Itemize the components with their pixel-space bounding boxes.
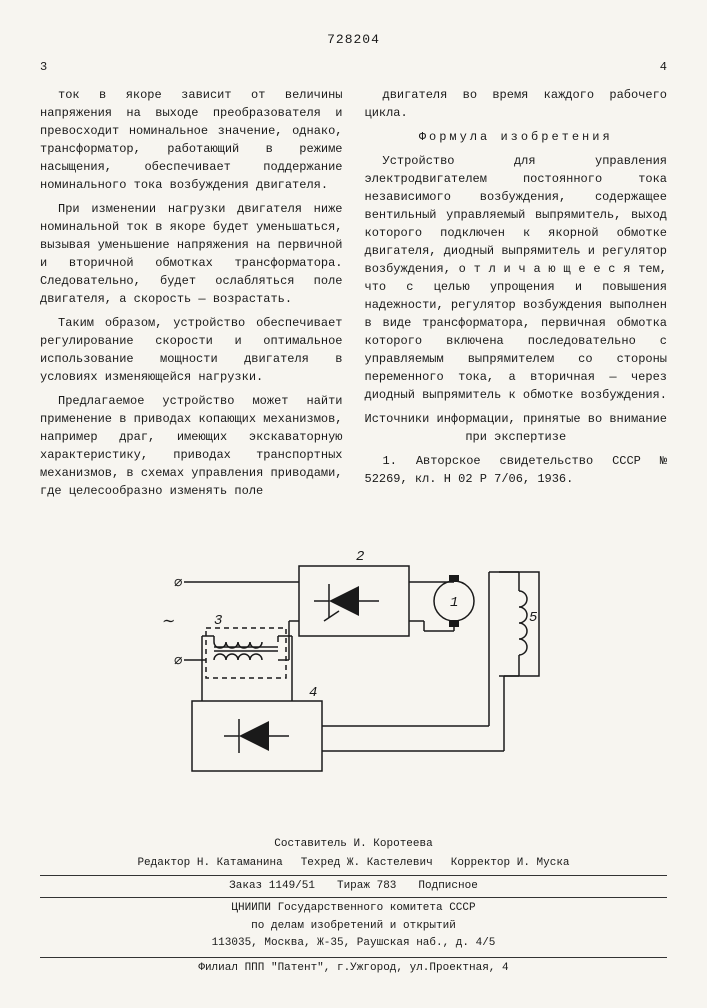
footer-org2: по делам изобретений и открытий — [40, 918, 667, 936]
sources-header: Источники информации, принятые во вниман… — [365, 410, 668, 446]
footer-compiler: Составитель И. Коротеева — [274, 836, 432, 854]
page-left: 3 — [40, 58, 47, 76]
col2-p2: Устройство для управления электродвигате… — [365, 152, 668, 404]
label-5: 5 — [529, 610, 538, 626]
col2-p3: 1. Авторское свидетельство СССР № 52269,… — [365, 452, 668, 488]
footer-techred: Техред Ж. Кастелевич — [301, 855, 433, 873]
footer-subscription: Подписное — [418, 878, 477, 896]
footer-order: Заказ 1149/51 — [229, 878, 315, 896]
label-3: 3 — [214, 613, 222, 629]
footer-corrector: Корректор И. Муска — [451, 855, 570, 873]
terminal-bot: ⌀ — [174, 653, 182, 669]
label-1: 1 — [450, 595, 458, 611]
col1-p4: Предлагаемое устройство может найти прим… — [40, 392, 343, 500]
patent-number: 728204 — [40, 30, 667, 50]
terminal-top: ⌀ — [174, 575, 182, 591]
footer: Составитель И. Коротеева Редактор Н. Кат… — [40, 836, 667, 978]
footer-editor: Редактор Н. Катаманина — [137, 855, 282, 873]
col1-p1: ток в якоре зависит от величины напряжен… — [40, 86, 343, 194]
text-columns: ток в якоре зависит от величины напряжен… — [40, 86, 667, 506]
page-right: 4 — [660, 58, 667, 76]
footer-tirage: Тираж 783 — [337, 878, 396, 896]
col1-p3: Таким образом, устройство обеспечивает р… — [40, 314, 343, 386]
footer-address: 113035, Москва, Ж-35, Раушская наб., д. … — [40, 935, 667, 953]
col2-p1: двигателя во время каждого рабочего цикл… — [365, 86, 668, 122]
column-left: ток в якоре зависит от величины напряжен… — [40, 86, 343, 506]
ac-symbol: ∼ — [162, 613, 175, 631]
label-4: 4 — [309, 685, 317, 701]
page-numbers: 3 4 — [40, 58, 667, 76]
formula-header: Формула изобретения — [365, 128, 668, 146]
column-right: двигателя во время каждого рабочего цикл… — [365, 86, 668, 506]
label-2: 2 — [356, 549, 364, 565]
footer-branch: Филиал ППП "Патент", г.Ужгород, ул.Проек… — [40, 957, 667, 978]
col1-p2: При изменении нагрузки двигателя ниже но… — [40, 200, 343, 308]
circuit-diagram: ⌀ ⌀ ∼ 2 3 — [144, 536, 564, 796]
footer-org1: ЦНИИПИ Государственного комитета СССР — [40, 900, 667, 918]
